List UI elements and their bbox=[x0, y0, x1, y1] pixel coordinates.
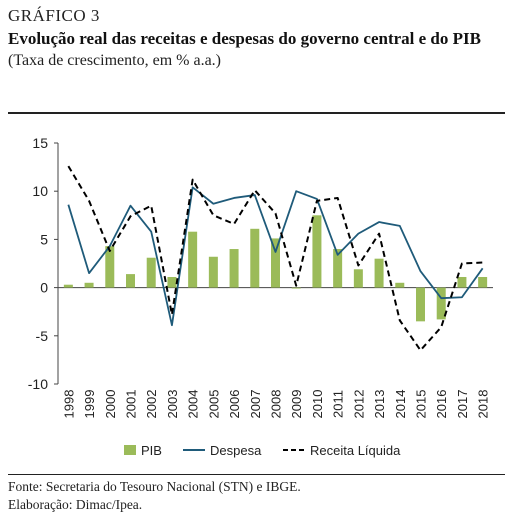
line-receita-liquida bbox=[67, 165, 483, 352]
bar-pib bbox=[250, 228, 260, 288]
x-tick-label: 2016 bbox=[434, 390, 449, 419]
source-note: Fonte: Secretaria do Tesouro Nacional (S… bbox=[8, 479, 301, 494]
y-tick-label: -5 bbox=[36, 328, 49, 344]
x-tick-label: 2003 bbox=[165, 390, 180, 419]
y-tick-label: -10 bbox=[28, 376, 48, 392]
x-tick-label: 2014 bbox=[393, 390, 408, 419]
bar-pib bbox=[291, 287, 301, 289]
bar-pib bbox=[374, 258, 384, 288]
y-tick-label: 10 bbox=[32, 183, 48, 199]
figure-label: GRÁFICO 3 bbox=[8, 6, 100, 25]
chart-title: Evolução real das receitas e despesas do… bbox=[8, 29, 481, 48]
chart-subtitle: (Taxa de crescimento, em % a.a.) bbox=[8, 52, 221, 69]
line-despesa bbox=[67, 186, 484, 327]
bar-pib bbox=[436, 287, 446, 320]
x-tick-label: 2008 bbox=[269, 390, 284, 419]
legend-swatch-pib bbox=[124, 445, 136, 455]
bar-pib bbox=[105, 246, 115, 288]
legend-label-receita: Receita Líquida bbox=[310, 443, 401, 458]
bar-pib bbox=[84, 282, 94, 288]
bar-pib bbox=[478, 276, 488, 288]
x-tick-label: 1999 bbox=[82, 390, 97, 419]
bar-pib bbox=[146, 257, 156, 288]
x-tick-label: 2000 bbox=[103, 390, 118, 419]
legend-label-despesa: Despesa bbox=[210, 443, 262, 458]
bar-pib bbox=[167, 276, 177, 288]
bar-pib bbox=[126, 274, 135, 288]
chart-area: -10 -5 0 5 10 15 1998 1999 2000 2001 2002 2003 2004 2… bbox=[28, 135, 493, 458]
bottom-rule bbox=[8, 474, 505, 475]
legend-label-pib: PIB bbox=[141, 443, 162, 458]
bar-pib bbox=[188, 231, 198, 288]
chart-footer: Fonte: Secretaria do Tesouro Nacional (S… bbox=[8, 478, 301, 514]
x-tick-label: 2015 bbox=[414, 390, 429, 419]
y-tick-label: 15 bbox=[32, 135, 48, 151]
bar-pib bbox=[416, 287, 425, 322]
chart-header: GRÁFICO 3 Evolução real das receitas e d… bbox=[8, 6, 505, 70]
x-tick-label: 2011 bbox=[331, 390, 346, 418]
bar-pib bbox=[229, 249, 239, 288]
x-tick-label: 2007 bbox=[248, 390, 263, 419]
x-tick-label: 2001 bbox=[124, 390, 139, 419]
x-tick-label: 2004 bbox=[186, 390, 201, 419]
x-tick-label: 1998 bbox=[61, 390, 76, 419]
bar-pib bbox=[395, 282, 405, 288]
x-tick-label: 2002 bbox=[144, 390, 159, 419]
y-tick-label: 5 bbox=[40, 231, 48, 247]
bar-pib bbox=[333, 249, 343, 288]
x-tick-label: 2006 bbox=[227, 390, 242, 419]
x-tick-label: 2009 bbox=[289, 390, 304, 419]
x-tick-label: 2018 bbox=[476, 390, 491, 419]
x-tick-label: 2005 bbox=[206, 390, 221, 419]
top-rule bbox=[8, 112, 505, 114]
x-tick-label: 2010 bbox=[310, 390, 325, 419]
x-tick-label: 2013 bbox=[372, 390, 387, 419]
y-tick-label: 0 bbox=[40, 280, 48, 296]
x-tick-label: 2012 bbox=[351, 390, 366, 419]
bar-pib bbox=[457, 276, 467, 288]
bar-pib bbox=[271, 238, 280, 288]
bar-pib bbox=[353, 269, 363, 288]
x-tick-label: 2017 bbox=[455, 390, 470, 419]
credit-note: Elaboração: Dimac/Ipea. bbox=[8, 497, 143, 512]
bar-pib bbox=[312, 215, 322, 288]
bar-pib bbox=[63, 284, 73, 288]
bar-pib bbox=[208, 256, 218, 288]
